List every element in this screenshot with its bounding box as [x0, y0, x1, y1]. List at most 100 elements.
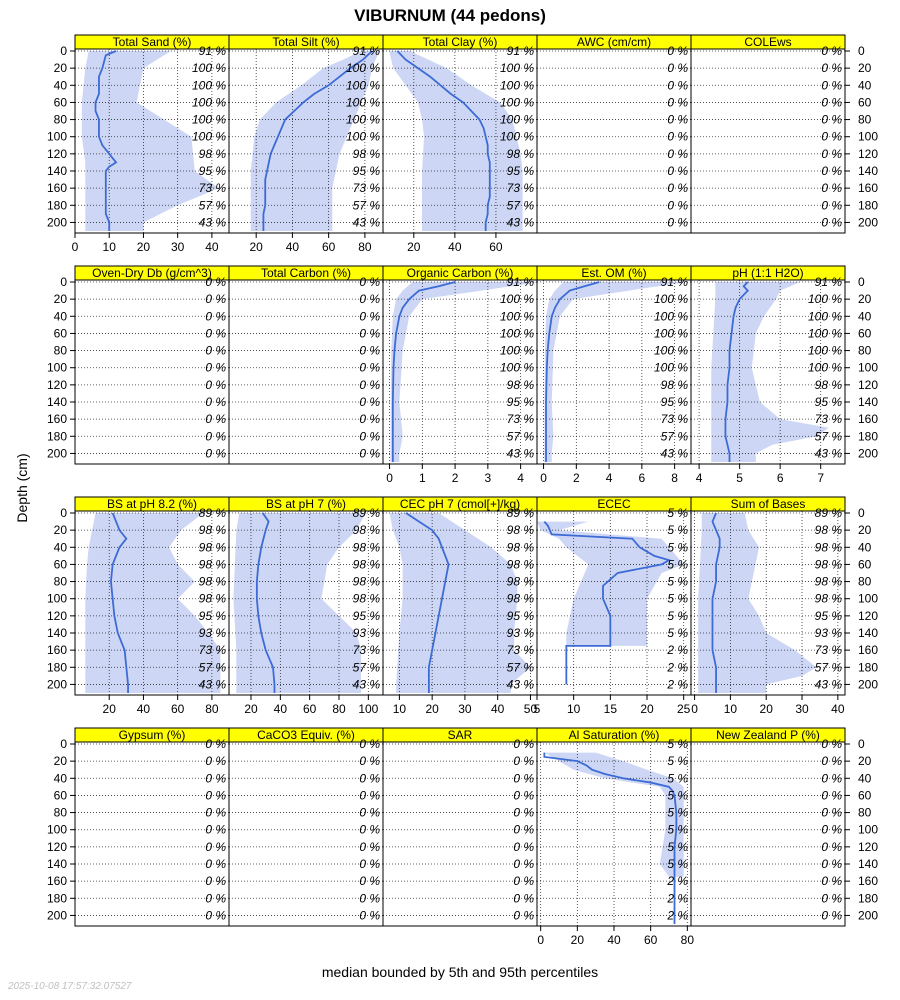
sample-pct-label: 98 % [507, 557, 535, 571]
y-tick-label: 100 [858, 592, 878, 606]
sample-pct-label: 0 % [205, 361, 226, 375]
sample-pct-label: 0 % [821, 95, 842, 109]
figure-title: VIBURNUM (44 pedons) [354, 6, 546, 25]
sample-pct-label: 43 % [353, 215, 381, 229]
x-tick-label: 10 [393, 702, 407, 716]
y-tick-label: 160 [858, 412, 878, 426]
y-tick-label: 60 [54, 326, 68, 340]
sample-pct-label: 73 % [507, 643, 535, 657]
x-tick-label: 4 [517, 471, 524, 485]
x-tick-label: 60 [171, 702, 185, 716]
sample-pct-label: 0 % [821, 147, 842, 161]
sample-pct-label: 91 % [661, 275, 689, 289]
panel-strip-label: Oven-Dry Db (g/cm^3) [92, 266, 212, 280]
sample-pct-label: 100 % [500, 292, 534, 306]
panel-strip-label: AWC (cm/cm) [577, 35, 651, 49]
y-tick-label: 80 [858, 113, 872, 127]
sample-pct-label: 98 % [815, 575, 843, 589]
sample-pct-label: 0 % [821, 788, 842, 802]
panel-strip-label: Total Clay (%) [423, 35, 498, 49]
sample-pct-label: 0 % [821, 891, 842, 905]
x-tick-label: 40 [831, 702, 845, 716]
median-line [391, 281, 456, 462]
sample-pct-label: 5 % [667, 840, 688, 854]
panel-strip-label: CEC pH 7 (cmol[+]/kg) [400, 497, 520, 511]
percentile-band [250, 51, 380, 231]
x-tick-label: 0 [540, 471, 547, 485]
sample-pct-label: 43 % [353, 677, 381, 691]
panel-strip-label: CaCO3 Equiv. (%) [257, 728, 355, 742]
y-tick-label: 200 [47, 446, 67, 460]
sample-pct-label: 91 % [507, 44, 535, 58]
y-tick-label: 120 [47, 147, 67, 161]
sample-pct-label: 0 % [205, 412, 226, 426]
median-line [110, 512, 129, 693]
x-tick-label: 100 [358, 702, 378, 716]
y-tick-label: 140 [858, 164, 878, 178]
x-tick-label: 80 [205, 702, 219, 716]
panel: pH (1:1 H2O) 91 % 100 % 100 % 100 % 100 % 100 … [690, 265, 846, 485]
y-tick-label: 160 [47, 643, 67, 657]
panel: Organic Carbon (%)91 % 100 % 100 % 100 % 100… [382, 265, 541, 485]
sample-pct-label: 57 % [353, 198, 381, 212]
y-tick-label: 40 [54, 540, 68, 554]
y-tick-label: 40 [858, 78, 872, 92]
x-tick-label: 60 [489, 240, 503, 254]
sample-pct-label: 0 % [667, 147, 688, 161]
sample-pct-label: 0 % [359, 326, 380, 340]
sample-pct-label: 98 % [199, 557, 227, 571]
sample-pct-label: 0 % [205, 754, 226, 768]
y-tick-label: 60 [54, 557, 68, 571]
y-tick-label: 80 [858, 344, 872, 358]
sample-pct-label: 0 % [359, 754, 380, 768]
sample-pct-label: 0 % [359, 737, 380, 751]
sample-pct-label: 0 % [359, 891, 380, 905]
sample-pct-label: 0 % [359, 874, 380, 888]
median-line [396, 50, 491, 231]
sample-pct-label: 0 % [359, 840, 380, 854]
sample-pct-label: 100 % [346, 113, 380, 127]
sample-pct-label: 0 % [667, 164, 688, 178]
y-tick-label: 40 [54, 78, 68, 92]
sample-pct-label: 93 % [507, 626, 535, 640]
sample-pct-label: 98 % [815, 557, 843, 571]
y-tick-label: 200 [858, 446, 878, 460]
y-tick-label: 120 [858, 840, 878, 854]
y-tick-label: 20 [54, 523, 68, 537]
panel-strip-label: Al Saturation (%) [569, 728, 660, 742]
y-tick-label: 140 [858, 395, 878, 409]
x-tick-label: 10 [724, 702, 738, 716]
sample-pct-label: 0 % [821, 113, 842, 127]
sample-pct-label: 0 % [821, 771, 842, 785]
panel-row: BS at pH 8.2 (%)89 %98 %98 %98 %98 %98 %… [47, 496, 878, 716]
sample-pct-label: 5 % [667, 754, 688, 768]
sample-pct-label: 98 % [507, 147, 535, 161]
x-tick-label: 7 [817, 471, 824, 485]
y-tick-label: 80 [54, 575, 68, 589]
x-tick-label: 30 [171, 240, 185, 254]
y-tick-label: 0 [858, 44, 865, 58]
y-tick-label: 0 [858, 275, 865, 289]
panel-row: Total Sand (%)91 %100 %100 %100 %100 %10… [47, 34, 878, 254]
y-tick-label: 160 [858, 643, 878, 657]
y-tick-label: 180 [47, 198, 67, 212]
y-tick-label: 40 [54, 309, 68, 323]
y-tick-label: 0 [60, 506, 67, 520]
y-tick-label: 60 [858, 788, 872, 802]
sample-pct-label: 0 % [821, 198, 842, 212]
panel-strip-label: SAR [448, 728, 473, 742]
y-axis-label: Depth (cm) [14, 453, 30, 522]
y-tick-label: 80 [54, 113, 68, 127]
y-tick-label: 160 [47, 412, 67, 426]
panel: AWC (cm/cm) 0 % 0 % 0 % 0 % 0 % 0 % 0 % 0 % 0 % 0 … [536, 34, 692, 234]
y-tick-label: 120 [858, 378, 878, 392]
sample-pct-label: 5 % [667, 771, 688, 785]
panel: Al Saturation (%) 5 % 5 % 5 % 5 % 5 % 5 % 5 % 5 … [536, 727, 694, 947]
percentile-band [81, 51, 219, 231]
percentile-band [711, 282, 829, 462]
x-tick-label: 5 [534, 702, 541, 716]
panel: Total Sand (%) 91 % 100 % 100 % 100 % 100 % 10… [72, 34, 230, 254]
panel: ECEC 5 % 5 % 5 % 5 % 5 % 5 % 5 % 5 % 2 % 2 % 2 % 5 10… [534, 496, 692, 716]
panel: Total Carbon (%) 0 % 0 % 0 % 0 % 0 % 0 % 0 % 0 %… [228, 265, 384, 465]
median-line [711, 512, 721, 693]
